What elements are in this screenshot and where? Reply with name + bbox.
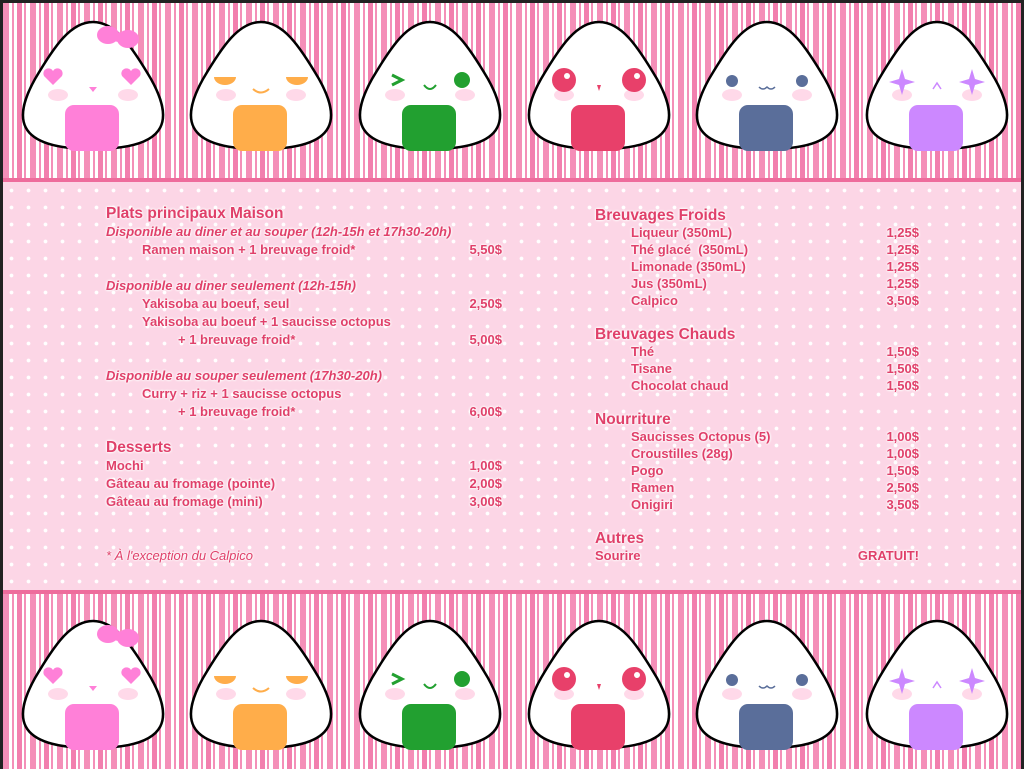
footnote: * À l'exception du Calpico bbox=[106, 548, 254, 563]
onigiri-sparkle-icon bbox=[519, 616, 679, 756]
item-price: GRATUIT! bbox=[857, 548, 919, 563]
item-name: Thé bbox=[631, 344, 655, 359]
onigiri-hearts-icon bbox=[13, 616, 173, 756]
item-price: 6,00$ bbox=[469, 404, 502, 419]
item-name: Liqueur (350mL) bbox=[631, 225, 733, 240]
menu-item: Mochi 1,00$ bbox=[106, 457, 502, 475]
item-price: 1,00$ bbox=[469, 458, 502, 473]
onigiri-sleepy-icon bbox=[181, 17, 341, 157]
item-price: 1,50$ bbox=[886, 378, 919, 393]
onigiri-stars-icon bbox=[857, 616, 1017, 756]
item-name: Curry + riz + 1 saucisse octopus bbox=[142, 386, 342, 401]
availability-label: Disponible au diner seulement (12h-15h) bbox=[106, 278, 356, 293]
item-name: Tisane bbox=[631, 361, 672, 376]
section-title: Plats principaux Maison bbox=[106, 205, 284, 222]
menu-item: Jus (350mL) 1,25$ bbox=[595, 275, 919, 292]
item-name: Yakisoba au boeuf + 1 saucisse octopus bbox=[142, 314, 391, 329]
item-name: + 1 breuvage froid* bbox=[178, 404, 296, 419]
onigiri-banner-top bbox=[3, 3, 1021, 182]
section-title: Nourriture bbox=[595, 411, 671, 428]
menu-item: Gâteau au fromage (mini) 3,00$ bbox=[106, 493, 502, 511]
onigiri-wink-icon bbox=[350, 616, 510, 756]
item-price: 2,50$ bbox=[469, 296, 502, 311]
onigiri-stars-icon bbox=[857, 17, 1017, 157]
menu-item: + 1 breuvage froid* 5,00$ bbox=[106, 331, 502, 349]
onigiri-dots-icon bbox=[687, 17, 847, 157]
item-price: 2,50$ bbox=[886, 480, 919, 495]
section-title: Breuvages Chauds bbox=[595, 326, 736, 343]
menu-item: + 1 breuvage froid* 6,00$ bbox=[106, 403, 502, 421]
item-price: 5,50$ bbox=[469, 242, 502, 257]
item-name: Mochi bbox=[106, 458, 144, 473]
item-name: Ramen bbox=[631, 480, 675, 495]
item-price: 1,25$ bbox=[886, 242, 919, 257]
menu-item: Thé glacé (350mL) 1,25$ bbox=[595, 241, 919, 258]
onigiri-dots-icon bbox=[687, 616, 847, 756]
item-name: Limonade (350mL) bbox=[631, 259, 746, 274]
item-price: 3,50$ bbox=[886, 293, 919, 308]
menu-panel bbox=[3, 182, 1021, 590]
item-name: Sourire bbox=[595, 548, 641, 563]
item-name: Gâteau au fromage (mini) bbox=[106, 494, 263, 509]
item-price: 1,00$ bbox=[886, 446, 919, 461]
item-price: 1,50$ bbox=[886, 361, 919, 376]
item-name: Saucisses Octopus (5) bbox=[631, 429, 771, 444]
item-price: 1,50$ bbox=[886, 344, 919, 359]
menu-item: Gâteau au fromage (pointe) 2,00$ bbox=[106, 475, 502, 493]
item-name: Pogo bbox=[631, 463, 664, 478]
item-price: 1,50$ bbox=[886, 463, 919, 478]
availability-label: Disponible au diner et au souper (12h-15… bbox=[106, 224, 452, 239]
item-name: Onigiri bbox=[631, 497, 673, 512]
onigiri-banner-bottom bbox=[3, 590, 1021, 769]
item-name: Gâteau au fromage (pointe) bbox=[106, 476, 276, 491]
item-price: 5,00$ bbox=[469, 332, 502, 347]
menu-item: Curry + riz + 1 saucisse octopus bbox=[106, 385, 502, 403]
section-title: Desserts bbox=[106, 439, 172, 456]
onigiri-sleepy-icon bbox=[181, 616, 341, 756]
menu-item: Saucisses Octopus (5) 1,00$ bbox=[595, 428, 919, 445]
menu-item: Limonade (350mL) 1,25$ bbox=[595, 258, 919, 275]
menu-item: Yakisoba au boeuf, seul 2,50$ bbox=[106, 295, 502, 313]
menu-item: Sourire GRATUIT! bbox=[595, 547, 919, 564]
onigiri-wink-icon bbox=[350, 17, 510, 157]
item-name: + 1 breuvage froid* bbox=[178, 332, 296, 347]
menu-item: Calpico 3,50$ bbox=[595, 292, 919, 309]
item-price: 3,00$ bbox=[469, 494, 502, 509]
menu-right-column: Breuvages Froids Liqueur (350mL) 1,25$ Th… bbox=[595, 207, 919, 564]
menu-item: Ramen 2,50$ bbox=[595, 479, 919, 496]
item-price: 3,50$ bbox=[886, 497, 919, 512]
availability-label: Disponible au souper seulement (17h30-20… bbox=[106, 368, 382, 383]
menu-item: Liqueur (350mL) 1,25$ bbox=[595, 224, 919, 241]
item-price: 1,25$ bbox=[886, 259, 919, 274]
item-price: 1,25$ bbox=[886, 225, 919, 240]
menu-item: Tisane 1,50$ bbox=[595, 360, 919, 377]
item-name: Calpico bbox=[631, 293, 678, 308]
menu-item: Yakisoba au boeuf + 1 saucisse octopus bbox=[106, 313, 502, 331]
menu-item: Ramen maison + 1 breuvage froid* 5,50$ bbox=[106, 241, 502, 259]
onigiri-sparkle-icon bbox=[519, 17, 679, 157]
menu-item: Chocolat chaud 1,50$ bbox=[595, 377, 919, 394]
section-title: Breuvages Froids bbox=[595, 207, 726, 224]
item-name: Jus (350mL) bbox=[631, 276, 707, 291]
menu-item: Onigiri 3,50$ bbox=[595, 496, 919, 513]
item-price: 2,00$ bbox=[469, 476, 502, 491]
item-name: Yakisoba au boeuf, seul bbox=[142, 296, 290, 311]
onigiri-hearts-icon bbox=[13, 17, 173, 157]
menu-item: Croustilles (28g) 1,00$ bbox=[595, 445, 919, 462]
item-name: Chocolat chaud bbox=[631, 378, 729, 393]
section-title: Autres bbox=[595, 530, 645, 547]
item-name: Thé glacé (350mL) bbox=[631, 242, 749, 257]
item-name: Ramen maison + 1 breuvage froid* bbox=[142, 242, 356, 257]
menu-item: Pogo 1,50$ bbox=[595, 462, 919, 479]
item-price: 1,25$ bbox=[886, 276, 919, 291]
item-name: Croustilles (28g) bbox=[631, 446, 733, 461]
menu-left-column: Plats principaux Maison Disponible au di… bbox=[106, 205, 502, 565]
item-price: 1,00$ bbox=[886, 429, 919, 444]
menu-item: Thé 1,50$ bbox=[595, 343, 919, 360]
